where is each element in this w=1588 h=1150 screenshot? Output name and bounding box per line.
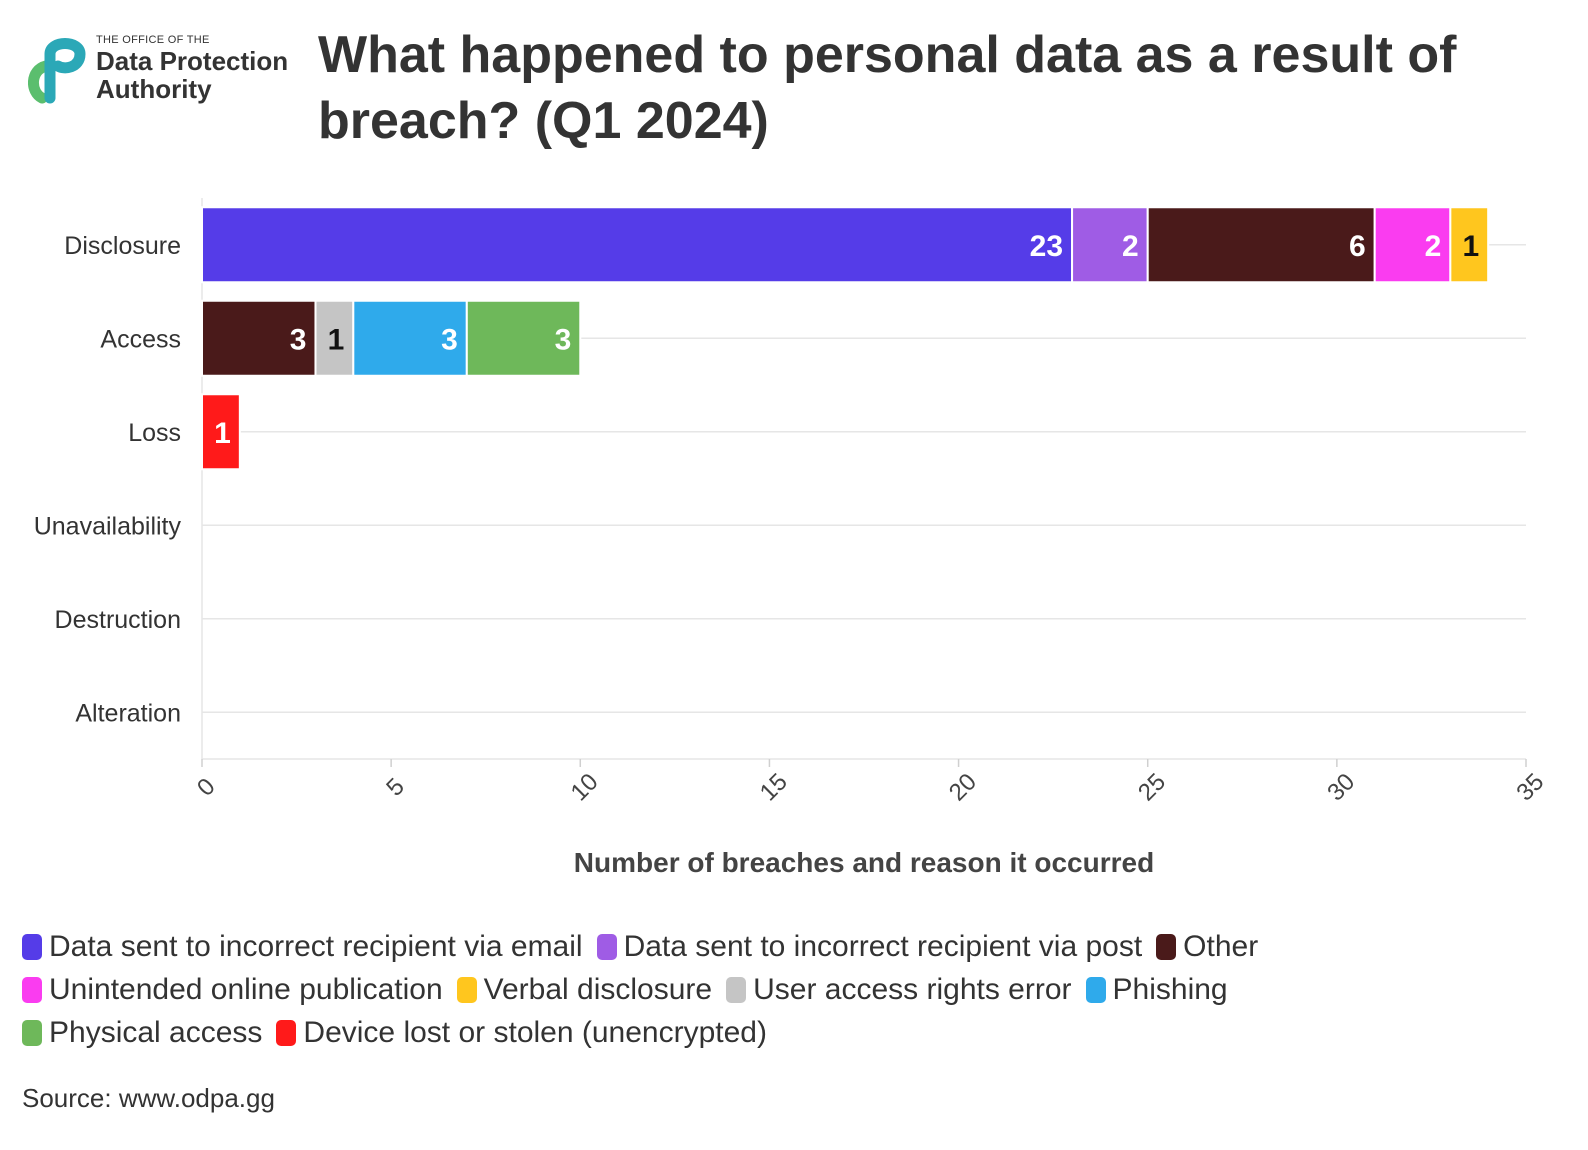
y-category-label: Access <box>100 325 181 353</box>
legend-row: Data sent to incorrect recipient via ema… <box>22 925 1562 968</box>
legend-label: Unintended online publication <box>49 972 443 1006</box>
x-axis-title: Number of breaches and reason it occurre… <box>574 847 1154 878</box>
legend-label: Physical access <box>49 1015 263 1049</box>
bar-segment <box>1071 206 1149 284</box>
x-tick-label: 35 <box>1511 768 1549 806</box>
legend-item[interactable]: Phishing <box>1085 972 1228 1007</box>
bar-segment <box>201 206 1074 284</box>
legend-item[interactable]: Physical access <box>22 1016 262 1050</box>
legend-row: Unintended online publication Verbal disc… <box>22 968 1562 1011</box>
legend-label: Phishing <box>1112 972 1228 1006</box>
y-category-label: Unavailability <box>34 512 182 540</box>
x-tick-label: 30 <box>1322 768 1360 806</box>
legend-swatch <box>22 933 42 960</box>
legend-label: Data sent to incorrect recipient via pos… <box>623 929 1143 963</box>
x-tick-label: 25 <box>1133 768 1171 806</box>
bar-value-label: 2 <box>1122 230 1139 263</box>
bar-segment <box>201 299 317 377</box>
bar-segment <box>1373 206 1452 284</box>
bar-segment <box>1449 206 1490 284</box>
legend-label: Verbal disclosure <box>483 972 713 1006</box>
legend-swatch <box>1156 933 1177 960</box>
bar-value-label: 1 <box>328 323 345 356</box>
chart-legend: Data sent to incorrect recipient via ema… <box>22 925 1562 1054</box>
legend-item[interactable]: User access rights error <box>726 972 1072 1007</box>
y-category-label: Disclosure <box>64 232 181 260</box>
bar-segment <box>352 299 468 377</box>
odpa-logo: THE OFFICE OF THE Data Protection Author… <box>28 32 298 112</box>
logo-line2: Authority <box>96 74 212 104</box>
chart-title: What happened to personal data as a resu… <box>318 26 1457 150</box>
x-tick-label: 15 <box>755 768 793 806</box>
legend-swatch <box>726 976 747 1003</box>
legend-swatch <box>596 933 617 960</box>
bar-value-label: 1 <box>1462 230 1479 263</box>
bar-segment <box>314 299 355 377</box>
legend-swatch <box>1085 976 1106 1003</box>
bar-value-label: 2 <box>1425 230 1442 263</box>
legend-swatch <box>22 1019 42 1046</box>
legend-item[interactable]: Data sent to incorrect recipient via pos… <box>596 929 1143 964</box>
x-tick-label: 10 <box>566 768 604 806</box>
x-tick-label: 20 <box>944 768 982 806</box>
legend-label: User access rights error <box>753 972 1072 1006</box>
x-tick-label: 0 <box>192 773 221 802</box>
x-tick-label: 5 <box>381 773 410 802</box>
logo-small-text: THE OFFICE OF THE <box>96 34 210 46</box>
legend-swatch <box>276 1019 297 1046</box>
y-category-label: Alteration <box>75 699 181 727</box>
bar-segment <box>201 393 241 471</box>
y-category-label: Destruction <box>55 606 181 634</box>
legend-item[interactable]: Device lost or stolen (unencrypted) <box>276 1016 767 1050</box>
legend-row: Physical access Device lost or stolen (un… <box>22 1011 1562 1054</box>
bar-value-label: 23 <box>1030 230 1063 263</box>
stacked-bar-chart: 0 5 10 15 20 25 30 35 Disclosure Access Loss Unavai… <box>34 198 1549 878</box>
bar-value-label: 3 <box>290 323 307 356</box>
legend-item[interactable]: Verbal disclosure <box>456 972 713 1007</box>
legend-item[interactable]: Data sent to incorrect recipient via ema… <box>22 930 583 964</box>
bar-value-label: 6 <box>1349 230 1366 263</box>
legend-swatch <box>22 976 42 1003</box>
odpa-logo-icon <box>28 38 86 104</box>
legend-item[interactable]: Unintended online publication <box>22 973 443 1007</box>
bar-segment <box>1146 206 1376 284</box>
source-note: Source: www.odpa.gg <box>22 1083 275 1113</box>
legend-label: Data sent to incorrect recipient via ema… <box>49 929 583 963</box>
bar-segment <box>465 299 582 377</box>
logo-line1: Data Protection <box>96 46 289 76</box>
legend-label: Device lost or stolen (unencrypted) <box>303 1015 767 1049</box>
legend-swatch <box>456 976 477 1003</box>
bar-value-label: 1 <box>214 417 231 450</box>
bar-value-label: 3 <box>441 323 458 356</box>
y-category-label: Loss <box>128 419 181 447</box>
legend-label: Other <box>1183 929 1259 963</box>
legend-item[interactable]: Other <box>1156 930 1258 964</box>
bar-value-label: 3 <box>555 323 572 356</box>
